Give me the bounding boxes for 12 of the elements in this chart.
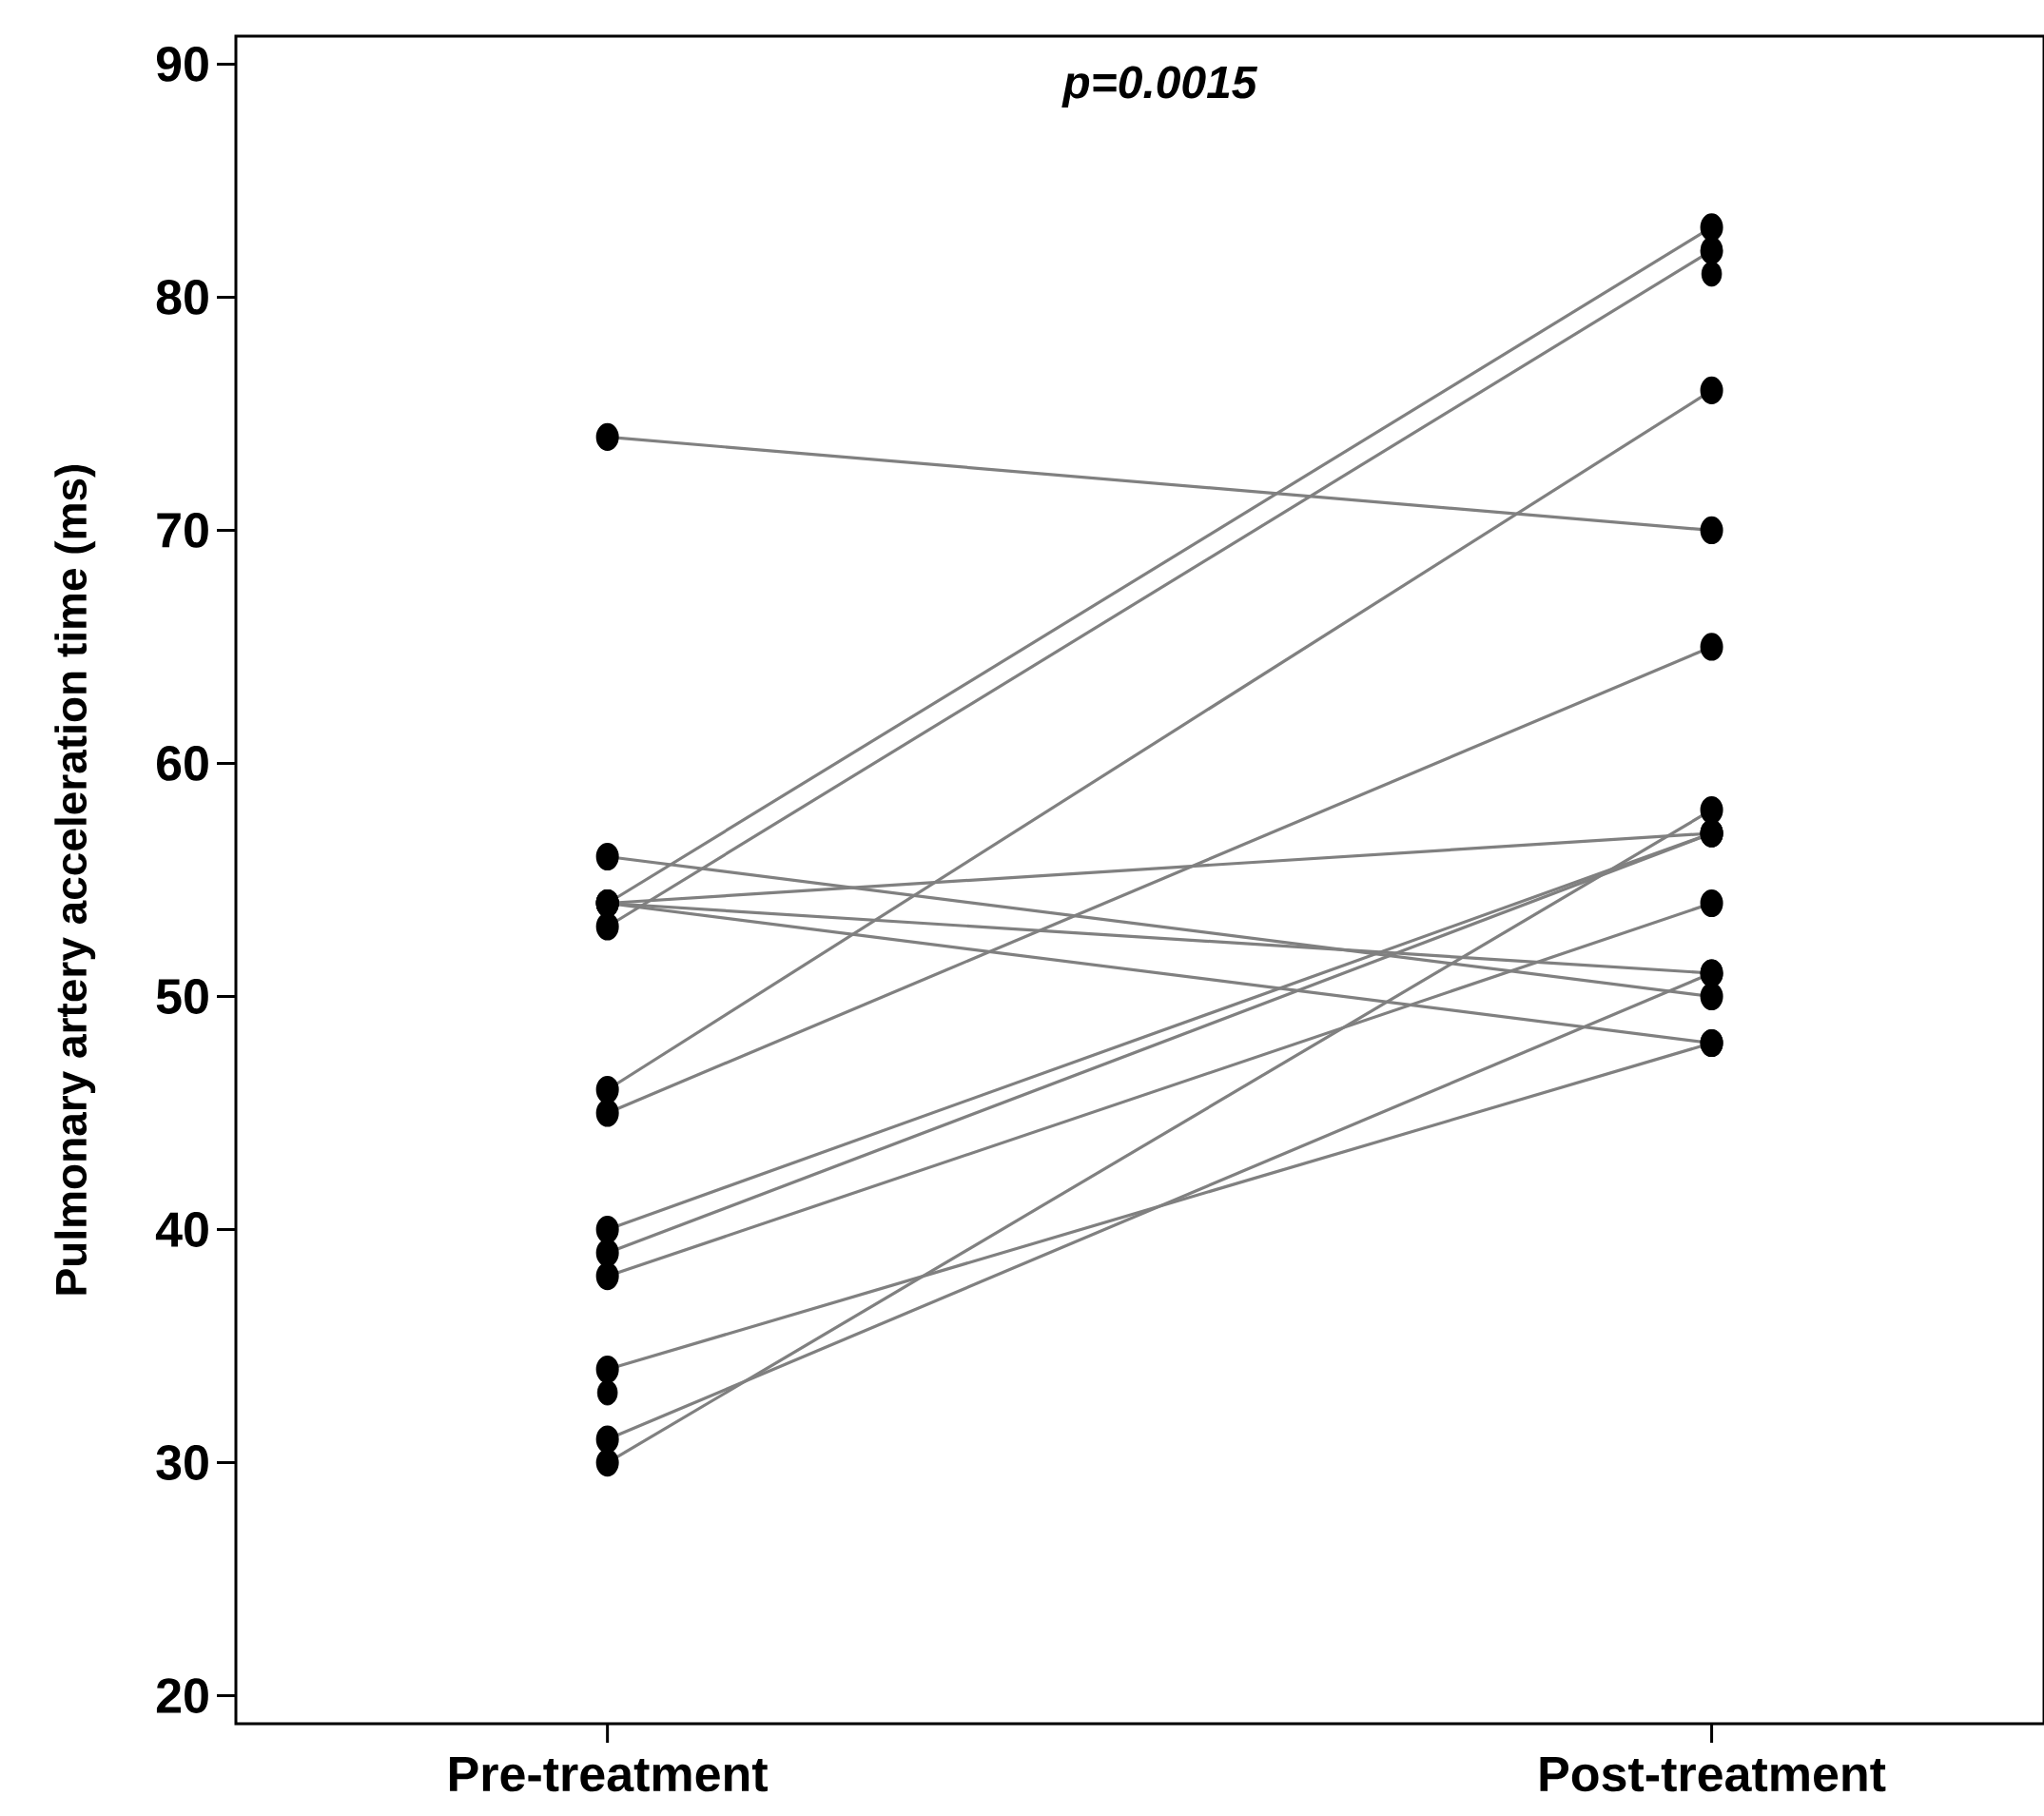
y-tick-label: 50 <box>156 979 208 1014</box>
x-tick-label: Pre-treatment <box>450 1757 769 1792</box>
y-tick-label: 60 <box>157 746 208 781</box>
y-tick-label: 20 <box>156 1678 208 1713</box>
y-axis-title: Pulmonary artery acceleration time (ms) <box>54 464 96 1295</box>
y-tick-label: 40 <box>155 1212 208 1247</box>
annotation: p=0.0015 <box>1061 66 1258 107</box>
y-tick-label: 70 <box>157 513 208 548</box>
y-tick-label: 30 <box>156 1445 208 1481</box>
x-tick-label: Post-treatment <box>1540 1757 1886 1792</box>
y-tick-label: 80 <box>156 280 208 315</box>
y-tick-label: 90 <box>156 46 208 82</box>
